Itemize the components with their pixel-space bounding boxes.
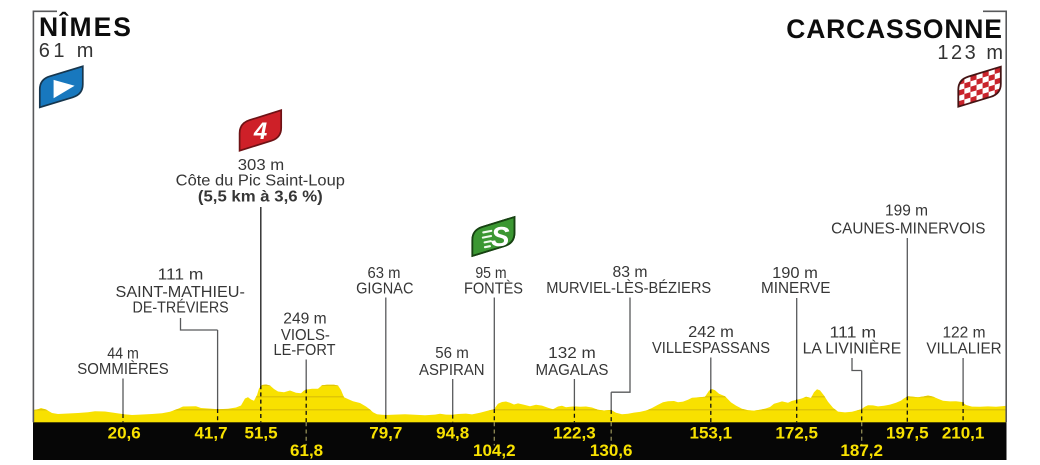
svg-text:44 m: 44 m — [107, 345, 139, 362]
svg-text:4: 4 — [253, 118, 267, 145]
svg-text:187,2: 187,2 — [840, 441, 883, 460]
svg-text:CARCASSONNE: CARCASSONNE — [786, 14, 1002, 44]
svg-text:190 m: 190 m — [772, 265, 818, 282]
svg-text:83 m: 83 m — [613, 264, 648, 281]
svg-text:VILLESPASSANS: VILLESPASSANS — [652, 340, 770, 357]
svg-text:VIOLS-: VIOLS- — [281, 327, 330, 344]
svg-text:SAINT-MATHIEU-: SAINT-MATHIEU- — [116, 284, 245, 301]
svg-text:249 m: 249 m — [283, 311, 326, 328]
svg-text:111 m: 111 m — [830, 325, 877, 342]
svg-text:122 m: 122 m — [942, 325, 985, 342]
svg-text:199 m: 199 m — [885, 203, 928, 220]
svg-text:61 m: 61 m — [39, 40, 97, 62]
svg-text:20,6: 20,6 — [108, 424, 141, 443]
svg-text:94,8: 94,8 — [436, 424, 469, 443]
svg-text:FONTÈS: FONTÈS — [464, 280, 523, 297]
svg-text:SOMMIÈRES: SOMMIÈRES — [77, 361, 169, 378]
svg-text:NÎMES: NÎMES — [39, 12, 133, 42]
svg-text:130,6: 130,6 — [590, 441, 633, 460]
svg-text:MAGALAS: MAGALAS — [536, 362, 609, 379]
svg-text:123 m: 123 m — [937, 42, 1005, 64]
svg-text:210,1: 210,1 — [942, 424, 985, 443]
svg-text:122,3: 122,3 — [553, 424, 596, 443]
svg-text:41,7: 41,7 — [194, 424, 227, 443]
svg-text:111 m: 111 m — [158, 267, 204, 284]
svg-text:Côte du Pic Saint-Loup: Côte du Pic Saint-Loup — [176, 173, 345, 190]
svg-text:VILLALIER: VILLALIER — [926, 341, 1001, 358]
svg-text:132 m: 132 m — [548, 345, 596, 362]
svg-text:DE-TRÉVIERS: DE-TRÉVIERS — [133, 300, 229, 317]
svg-text:153,1: 153,1 — [690, 424, 733, 443]
svg-text:LE-FORT: LE-FORT — [274, 342, 336, 359]
svg-text:197,5: 197,5 — [886, 424, 929, 443]
svg-text:242 m: 242 m — [688, 324, 734, 341]
svg-text:51,5: 51,5 — [244, 424, 277, 443]
svg-text:61,8: 61,8 — [290, 441, 323, 460]
svg-text:LA LIVINIÈRE: LA LIVINIÈRE — [803, 341, 902, 358]
svg-text:95 m: 95 m — [475, 265, 506, 282]
svg-text:56 m: 56 m — [435, 345, 469, 362]
svg-text:303 m: 303 m — [238, 157, 285, 174]
svg-text:(5,5 km à 3,6 %): (5,5 km à 3,6 %) — [198, 189, 323, 206]
svg-text:ASPIRAN: ASPIRAN — [419, 362, 485, 379]
svg-text:MURVIEL-LÈS-BÉZIERS: MURVIEL-LÈS-BÉZIERS — [546, 280, 711, 297]
svg-text:GIGNAC: GIGNAC — [356, 280, 413, 297]
svg-text:104,2: 104,2 — [473, 441, 516, 460]
svg-text:CAUNES-MINERVOIS: CAUNES-MINERVOIS — [831, 221, 985, 238]
svg-text:172,5: 172,5 — [775, 424, 818, 443]
svg-text:63 m: 63 m — [368, 265, 401, 282]
svg-text:S: S — [491, 221, 510, 252]
svg-text:79,7: 79,7 — [369, 424, 402, 443]
svg-text:MINERVE: MINERVE — [761, 280, 830, 297]
